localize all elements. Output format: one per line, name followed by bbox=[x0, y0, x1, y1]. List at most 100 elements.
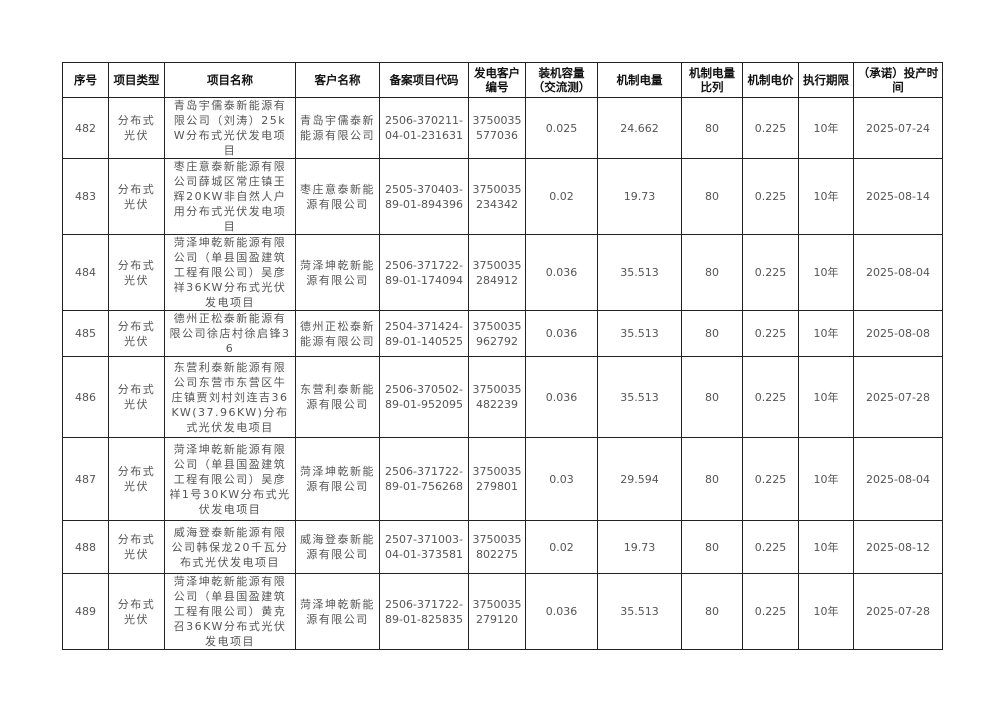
header-row-number: 序号 bbox=[62, 62, 109, 98]
commission-date-cell: 2025-08-08 bbox=[853, 310, 943, 357]
term-cell: 10年 bbox=[798, 520, 854, 574]
term-cell: 10年 bbox=[798, 573, 854, 650]
project-name-cell: 威海登泰新能源有限公司韩保龙20千瓦分布式光伏发电项目 bbox=[164, 520, 296, 574]
customer-name-cell: 青岛宇儒泰新能源有限公司 bbox=[295, 97, 380, 159]
commission-date-cell: 2025-07-28 bbox=[853, 356, 943, 438]
mechanism-energy-cell: 24.662 bbox=[597, 97, 682, 159]
row-number-cell: 483 bbox=[62, 158, 109, 235]
header-project-name: 项目名称 bbox=[164, 62, 296, 98]
filing-code-cell: 2504-371424-89-01-140525 bbox=[379, 310, 469, 357]
project-type-cell: 分布式光伏 bbox=[108, 158, 165, 235]
mechanism-price-cell: 0.225 bbox=[742, 520, 799, 574]
project-name-cell: 枣庄意泰新能源有限公司薛城区常庄镇王辉20KW非自然人户用分布式光伏发电项目 bbox=[164, 158, 296, 235]
mechanism-ratio-cell: 80 bbox=[681, 234, 743, 311]
filing-code-cell: 2505-370403-89-01-894396 bbox=[379, 158, 469, 235]
row-number-cell: 487 bbox=[62, 437, 109, 521]
project-table: 序号 项目类型 项目名称 客户名称 备案项目代码 发电客户编号 装机容量（交流测） 机制电量机… bbox=[62, 62, 943, 650]
mechanism-energy-cell: 35.513 bbox=[597, 573, 682, 650]
filing-code-cell: 2506-371722-89-01-825835 bbox=[379, 573, 469, 650]
project-type-cell: 分布式光伏 bbox=[108, 520, 165, 574]
customer-name-cell: 菏泽坤乾新能源有限公司 bbox=[295, 437, 380, 521]
mechanism-energy-cell: 19.73 bbox=[597, 520, 682, 574]
capacity-cell: 0.036 bbox=[525, 356, 598, 438]
project-name-cell: 菏泽坤乾新能源有限公司（单县国盈建筑工程有限公司）黄克召36KW分布式光伏发电项… bbox=[164, 573, 296, 650]
header-row: 序号 项目类型 项目名称 客户名称 备案项目代码 发电客户编号 装机容量（交流测） 机制电量机… bbox=[62, 62, 943, 98]
filing-code-cell: 2506-371722-89-01-174094 bbox=[379, 234, 469, 311]
account-number-cell: 3750035577036 bbox=[468, 97, 526, 159]
commission-date-cell: 2025-07-28 bbox=[853, 573, 943, 650]
account-number-cell: 3750035962792 bbox=[468, 310, 526, 357]
mechanism-price-cell: 0.225 bbox=[742, 310, 799, 357]
project-type-cell: 分布式光伏 bbox=[108, 437, 165, 521]
mechanism-ratio-cell: 80 bbox=[681, 97, 743, 159]
term-cell: 10年 bbox=[798, 437, 854, 521]
capacity-cell: 0.025 bbox=[525, 97, 598, 159]
mechanism-energy-cell: 35.513 bbox=[597, 310, 682, 357]
mechanism-energy-cell: 29.594 bbox=[597, 437, 682, 521]
header-filing-code: 备案项目代码 bbox=[379, 62, 469, 98]
table-row: 482 分布式光伏 青岛宇儒泰新能源有限公司（刘涛）25kW分布式光伏发电项目 青岛宇… bbox=[62, 97, 943, 159]
header-commission-date: （承诺）投产时间 bbox=[853, 62, 943, 98]
mechanism-ratio-cell: 80 bbox=[681, 158, 743, 235]
mechanism-energy-cell: 35.513 bbox=[597, 356, 682, 438]
mechanism-price-cell: 0.225 bbox=[742, 437, 799, 521]
project-type-cell: 分布式光伏 bbox=[108, 234, 165, 311]
header-term: 执行期限 bbox=[798, 62, 854, 98]
capacity-cell: 0.02 bbox=[525, 158, 598, 235]
table-row: 487 分布式光伏 菏泽坤乾新能源有限公司（单县国盈建筑工程有限公司）吴彦祥1号30… bbox=[62, 437, 943, 521]
commission-date-cell: 2025-07-24 bbox=[853, 97, 943, 159]
capacity-cell: 0.036 bbox=[525, 573, 598, 650]
project-name-cell: 德州正松泰新能源有限公司徐店村徐启锋36 bbox=[164, 310, 296, 357]
capacity-cell: 0.03 bbox=[525, 437, 598, 521]
project-type-cell: 分布式光伏 bbox=[108, 356, 165, 438]
capacity-cell: 0.036 bbox=[525, 234, 598, 311]
mechanism-price-cell: 0.225 bbox=[742, 97, 799, 159]
project-type-cell: 分布式光伏 bbox=[108, 310, 165, 357]
customer-name-cell: 菏泽坤乾新能源有限公司 bbox=[295, 234, 380, 311]
filing-code-cell: 2506-370211-04-01-231631 bbox=[379, 97, 469, 159]
term-cell: 10年 bbox=[798, 356, 854, 438]
capacity-cell: 0.036 bbox=[525, 310, 598, 357]
row-number-cell: 488 bbox=[62, 520, 109, 574]
mechanism-price-cell: 0.225 bbox=[742, 573, 799, 650]
account-number-cell: 3750035234342 bbox=[468, 158, 526, 235]
project-name-cell: 菏泽坤乾新能源有限公司（单县国盈建筑工程有限公司）吴彦祥1号30KW分布式光伏发… bbox=[164, 437, 296, 521]
header-project-type: 项目类型 bbox=[108, 62, 165, 98]
header-mechanism-ratio: 机制电量比列 bbox=[681, 62, 743, 98]
table-row: 488 分布式光伏 威海登泰新能源有限公司韩保龙20千瓦分布式光伏发电项目 威海登泰新… bbox=[62, 520, 943, 574]
row-number-cell: 484 bbox=[62, 234, 109, 311]
mechanism-price-cell: 0.225 bbox=[742, 234, 799, 311]
customer-name-cell: 菏泽坤乾新能源有限公司 bbox=[295, 573, 380, 650]
mechanism-energy-cell: 19.73 bbox=[597, 158, 682, 235]
term-cell: 10年 bbox=[798, 97, 854, 159]
row-number-cell: 485 bbox=[62, 310, 109, 357]
mechanism-ratio-cell: 80 bbox=[681, 520, 743, 574]
header-mechanism-price: 机制电价 bbox=[742, 62, 799, 98]
table-row: 489 分布式光伏 菏泽坤乾新能源有限公司（单县国盈建筑工程有限公司）黄克召36KW… bbox=[62, 573, 943, 650]
mechanism-ratio-cell: 80 bbox=[681, 573, 743, 650]
table-row: 484 分布式光伏 菏泽坤乾新能源有限公司（单县国盈建筑工程有限公司）吴彦祥36KW… bbox=[62, 234, 943, 311]
project-type-cell: 分布式光伏 bbox=[108, 97, 165, 159]
mechanism-ratio-cell: 80 bbox=[681, 437, 743, 521]
header-mechanism-energy: 机制电量 bbox=[597, 62, 682, 98]
project-name-cell: 菏泽坤乾新能源有限公司（单县国盈建筑工程有限公司）吴彦祥36KW分布式光伏发电项… bbox=[164, 234, 296, 311]
filing-code-cell: 2506-371722-89-01-756268 bbox=[379, 437, 469, 521]
customer-name-cell: 威海登泰新能源有限公司 bbox=[295, 520, 380, 574]
commission-date-cell: 2025-08-12 bbox=[853, 520, 943, 574]
filing-code-cell: 2506-370502-89-01-952095 bbox=[379, 356, 469, 438]
mechanism-energy-cell: 35.513 bbox=[597, 234, 682, 311]
header-account-number: 发电客户编号 bbox=[468, 62, 526, 98]
mechanism-ratio-cell: 80 bbox=[681, 310, 743, 357]
account-number-cell: 3750035482239 bbox=[468, 356, 526, 438]
project-name-cell: 东营利泰新能源有限公司东营市东营区牛庄镇贾刘村刘连吉36KW(37.96KW)分… bbox=[164, 356, 296, 438]
commission-date-cell: 2025-08-14 bbox=[853, 158, 943, 235]
row-number-cell: 486 bbox=[62, 356, 109, 438]
mechanism-ratio-cell: 80 bbox=[681, 356, 743, 438]
term-cell: 10年 bbox=[798, 158, 854, 235]
term-cell: 10年 bbox=[798, 234, 854, 311]
commission-date-cell: 2025-08-04 bbox=[853, 437, 943, 521]
customer-name-cell: 德州正松泰新能源有限公司 bbox=[295, 310, 380, 357]
header-capacity: 装机容量（交流测） bbox=[525, 62, 598, 98]
project-type-cell: 分布式光伏 bbox=[108, 573, 165, 650]
table-row: 486 分布式光伏 东营利泰新能源有限公司东营市东营区牛庄镇贾刘村刘连吉36KW(3… bbox=[62, 356, 943, 438]
